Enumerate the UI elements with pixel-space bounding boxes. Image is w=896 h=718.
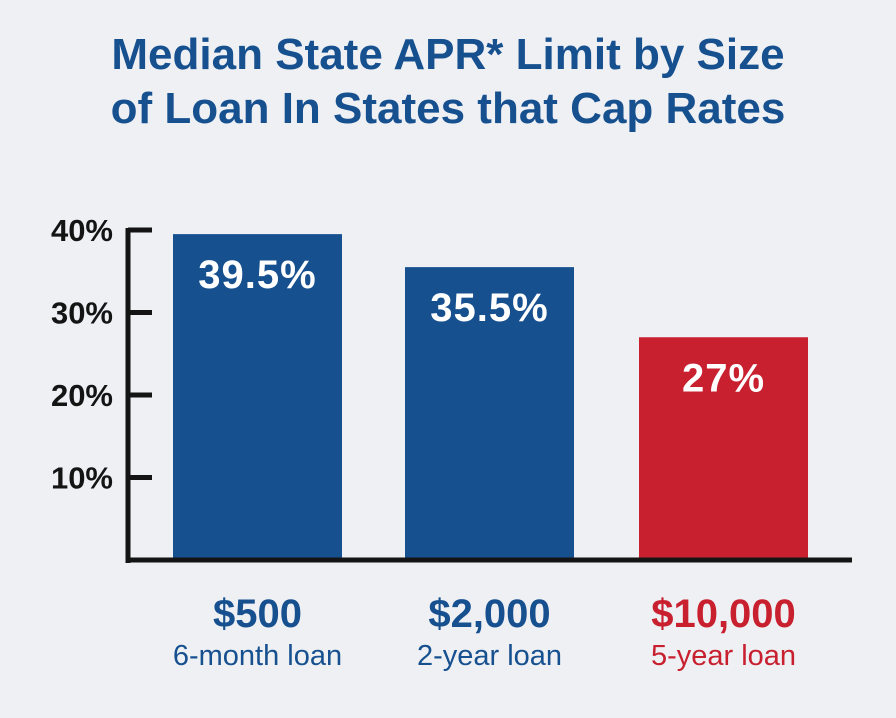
- category-label-1: $500: [213, 592, 302, 636]
- y-tick-label-30: 30%: [51, 296, 113, 331]
- chart-title: Median State APR* Limit by Size of Loan …: [0, 28, 896, 136]
- bar-3: [639, 337, 808, 560]
- chart-title-line-2: of Loan In States that Cap Rates: [110, 84, 786, 133]
- y-tick-label-20: 20%: [51, 378, 113, 413]
- axis-layer: [125, 227, 852, 563]
- bars-layer: [173, 234, 808, 560]
- bar-1: [173, 234, 342, 560]
- labels-layer: 39.5% $500 6-month loan 35.5% $2,000 2-year l…: [51, 213, 796, 672]
- category-label-2: $2,000: [428, 592, 550, 636]
- y-tick-label-10: 10%: [51, 461, 113, 496]
- category-sublabel-1: 6-month loan: [173, 640, 342, 672]
- category-label-3: $10,000: [651, 592, 796, 636]
- data-label-2: 35.5%: [430, 286, 548, 330]
- bar-2: [405, 267, 574, 560]
- category-sublabel-3: 5-year loan: [651, 640, 796, 672]
- category-sublabel-2: 2-year loan: [417, 640, 562, 672]
- data-label-1: 39.5%: [198, 253, 316, 297]
- chart-title-line-1: Median State APR* Limit by Size: [111, 30, 785, 79]
- data-label-3: 27%: [682, 356, 765, 400]
- y-tick-label-40: 40%: [51, 213, 113, 248]
